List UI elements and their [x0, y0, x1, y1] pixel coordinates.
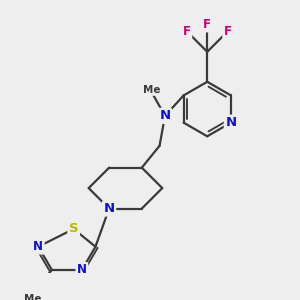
Text: N: N	[103, 202, 115, 215]
Text: S: S	[69, 223, 79, 236]
Text: N: N	[33, 240, 43, 253]
Text: Me: Me	[24, 294, 41, 300]
Text: N: N	[225, 116, 236, 129]
Text: F: F	[183, 25, 191, 38]
Text: F: F	[203, 18, 211, 31]
Text: Me: Me	[142, 85, 160, 95]
Text: N: N	[159, 110, 171, 122]
Text: N: N	[77, 263, 87, 276]
Text: F: F	[224, 25, 232, 38]
